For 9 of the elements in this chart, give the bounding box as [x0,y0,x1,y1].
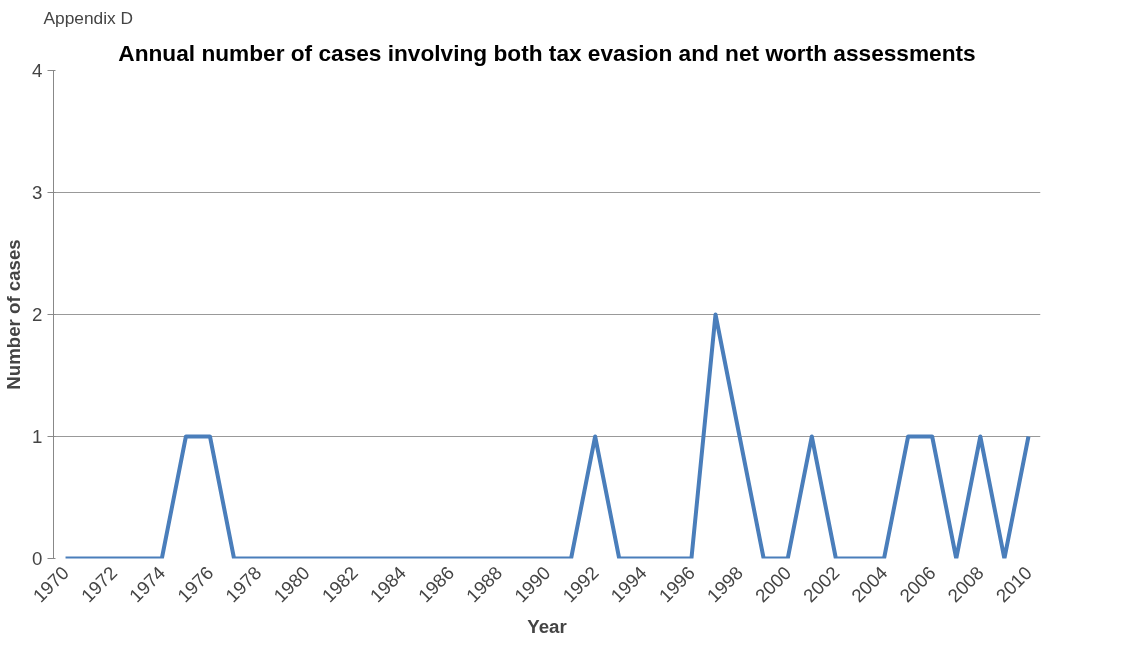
y-tick-label: 4 [32,60,43,81]
y-tick-label: 1 [32,426,43,447]
y-tick-label: 3 [32,182,43,203]
text: Appendix D [43,7,134,28]
x-axis-title: Year [527,616,567,638]
y-tick-label: 0 [32,548,43,569]
y-axis-title: Number of cases [3,239,25,390]
chart-title: Annual number of cases involving both tax evasion and net worth assessments [118,39,976,66]
y-tick-label: 2 [32,304,43,325]
